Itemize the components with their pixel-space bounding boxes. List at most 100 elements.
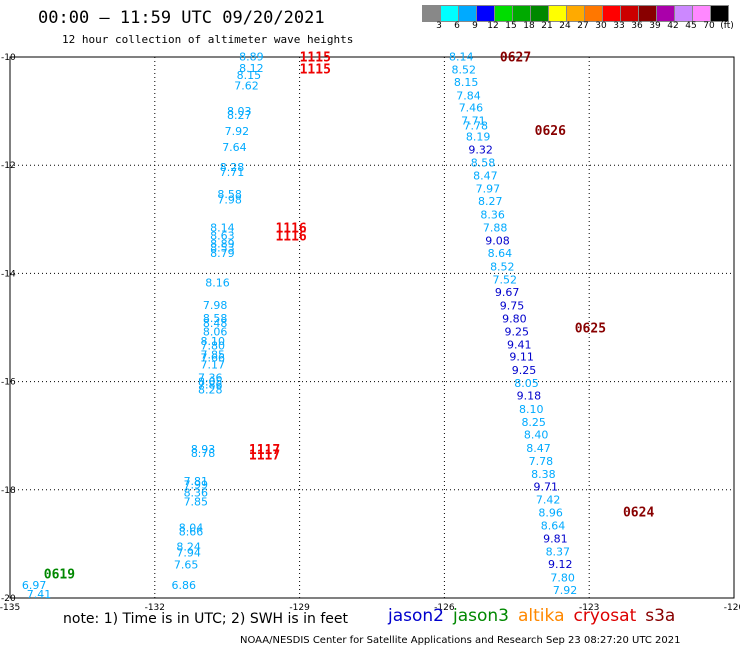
wave-height-label: 9.32 <box>468 144 493 157</box>
wave-height-label: 7.71 <box>220 166 245 179</box>
color-swatch <box>566 5 585 22</box>
wave-height-label: 8.28 <box>198 384 223 397</box>
wave-height-label: 8.25 <box>521 416 546 429</box>
wave-height-label: 8.47 <box>473 169 498 182</box>
color-swatch <box>692 5 711 22</box>
wave-height-label: 9.08 <box>485 234 510 247</box>
wave-height-label: 8.03 <box>227 105 252 118</box>
satellite-jason2: jason2 <box>388 606 444 626</box>
wave-height-label: 8.48 <box>203 317 228 330</box>
wave-height-label: 8.24 <box>176 541 201 554</box>
wave-height-label: 7.17 <box>200 358 225 371</box>
color-scale-label: 33 <box>613 21 625 31</box>
wave-height-label: 7.41 <box>27 588 52 601</box>
wave-height-label: 7.42 <box>536 494 561 507</box>
wave-height-label: 7.86 <box>198 378 223 391</box>
wave-height-label: 8.28 <box>220 161 245 174</box>
satellite-cryosat: cryosat <box>573 606 637 626</box>
lon-tick-label: -123 <box>579 603 599 613</box>
lat-tick-label: -14 <box>1 269 16 279</box>
color-scale-label: (ft) <box>720 21 734 31</box>
wave-height-label: 9.25 <box>512 364 537 377</box>
wave-height-label: 8.27 <box>478 195 503 208</box>
wave-height-label: 7.81 <box>184 475 209 488</box>
wave-height-label: 8.63 <box>210 230 235 243</box>
wave-height-label: 8.89 <box>239 50 264 63</box>
wave-height-label: 8.58 <box>217 188 242 201</box>
wave-height-label: 8.04 <box>179 522 204 535</box>
wave-height-label: 8.05 <box>514 377 539 390</box>
lat-tick-label: -12 <box>1 161 16 171</box>
wave-height-label: 9.11 <box>509 351 534 364</box>
lon-tick-label: -120 <box>724 603 740 613</box>
wave-height-label: 7.85 <box>184 496 209 509</box>
wave-height-label: 8.40 <box>524 429 549 442</box>
wave-height-label: 9.81 <box>543 532 568 545</box>
wave-height-label: 8.93 <box>191 443 216 456</box>
wave-height-label: 8.78 <box>191 447 216 460</box>
lon-tick-label: -132 <box>145 603 165 613</box>
lat-tick-label: -18 <box>1 486 16 496</box>
wave-height-label: 9.18 <box>517 390 542 403</box>
wave-height-label: 7.71 <box>461 114 486 127</box>
wave-height-label: 8.79 <box>210 247 235 260</box>
map-title: 00:00 — 11:59 UTC 09/20/2021 <box>38 8 325 28</box>
wave-height-label: 8.10 <box>519 403 544 416</box>
wave-height-label: 8.14 <box>210 221 235 234</box>
satellite-jason3: jason3 <box>453 606 509 626</box>
wave-height-label: 7.65 <box>174 558 199 571</box>
wave-height-label: 7.62 <box>234 80 259 93</box>
color-swatch <box>512 5 531 22</box>
wave-height-label: 8.58 <box>471 156 496 169</box>
wave-height-label: 8.64 <box>541 520 566 533</box>
wave-height-label: 7.88 <box>483 221 508 234</box>
wave-height-label: 8.15 <box>454 76 479 89</box>
wave-height-label: 7.84 <box>456 89 481 102</box>
color-scale-label: 45 <box>685 21 697 31</box>
wave-height-label: 7.97 <box>476 182 501 195</box>
orbit-pass-label: 1115 <box>300 62 331 77</box>
wave-height-label: 8.52 <box>490 260 515 273</box>
lon-tick-label: -135 <box>0 603 20 613</box>
wave-height-label: 7.94 <box>176 547 201 560</box>
orbit-pass-label: 1115 <box>300 50 331 65</box>
color-swatch <box>584 5 603 22</box>
wave-height-label: 7.98 <box>217 193 242 206</box>
color-swatch <box>458 5 477 22</box>
color-scale-label: 18 <box>523 21 535 31</box>
color-scale-label: 27 <box>577 21 589 31</box>
satellite-s3a: s3a <box>645 606 676 626</box>
orbit-pass-label: 1116 <box>275 230 306 245</box>
color-swatch <box>530 5 549 22</box>
color-scale-label: 15 <box>505 21 517 31</box>
wave-height-label: 8.64 <box>488 247 513 260</box>
wave-height-label: 7.78 <box>529 455 554 468</box>
color-scale-label: 6 <box>454 21 460 31</box>
color-swatch <box>440 5 459 22</box>
wave-height-label: 9.80 <box>502 312 527 325</box>
lat-tick-label: -20 <box>1 594 16 604</box>
color-scale-label: 42 <box>667 21 679 31</box>
wave-height-label: 8.15 <box>237 69 262 82</box>
wave-height-label: 8.53 <box>210 241 235 254</box>
wave-height-label: 8.36 <box>480 208 505 221</box>
wave-height-label: 9.41 <box>507 338 532 351</box>
wave-height-label: 7.98 <box>203 299 228 312</box>
color-swatch <box>422 5 441 22</box>
color-swatch <box>548 5 567 22</box>
map-frame <box>9 56 735 599</box>
orbit-pass-label: 0625 <box>575 322 606 337</box>
orbit-pass-label: 0624 <box>623 505 654 520</box>
wave-height-label: 7.80 <box>550 571 575 584</box>
color-scale-label: 70 <box>703 21 715 31</box>
wave-height-label: 7.66 <box>200 351 225 364</box>
wave-height-label: 7.92 <box>553 584 578 597</box>
note-text: note: 1) Time is in UTC; 2) SWH is in fe… <box>63 611 349 627</box>
orbit-pass-label: 0627 <box>500 50 531 65</box>
wave-height-label: 9.25 <box>505 325 530 338</box>
color-scale-label: 24 <box>559 21 571 31</box>
wave-height-label: 8.38 <box>531 468 556 481</box>
wave-height-label: 8.05 <box>198 376 223 389</box>
color-swatch <box>620 5 639 22</box>
